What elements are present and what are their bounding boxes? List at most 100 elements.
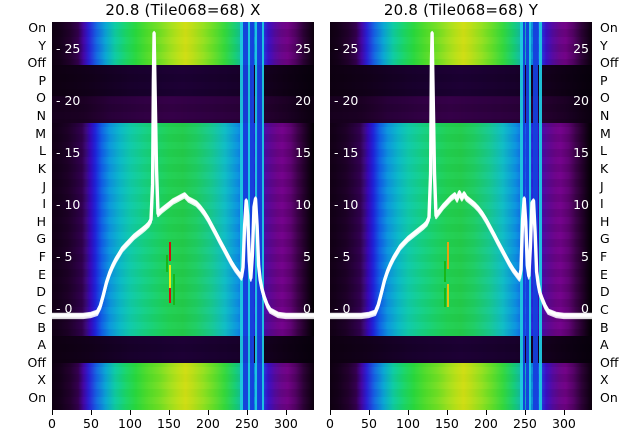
marker-flag bbox=[168, 265, 171, 291]
x-tick-label: 50 bbox=[361, 416, 377, 431]
heatmap-band bbox=[52, 122, 314, 337]
y-tick-label: - 0 bbox=[334, 301, 351, 316]
category-label-left-y: Y bbox=[38, 37, 46, 53]
y-tick-label-right: 15 bbox=[295, 145, 311, 160]
category-label-right-h: H bbox=[600, 213, 610, 229]
overlay-profile-curve bbox=[52, 30, 314, 320]
x-tick-mark bbox=[446, 410, 448, 415]
y-tick-label-right: 20 bbox=[573, 93, 589, 108]
profile-trace bbox=[52, 35, 314, 320]
x-tick-mark bbox=[285, 410, 287, 415]
y-tick-label: - 5 bbox=[56, 249, 73, 264]
category-label-right-g: G bbox=[600, 231, 610, 247]
category-label-left-h: H bbox=[36, 213, 46, 229]
profile-trace bbox=[330, 30, 592, 315]
heatmap-band bbox=[330, 95, 592, 123]
marker-flag bbox=[165, 254, 168, 272]
profile-trace bbox=[52, 30, 314, 315]
y-tick-label: - 5 bbox=[334, 249, 351, 264]
category-label-right-b: B bbox=[600, 319, 609, 335]
x-tick-label: 100 bbox=[118, 416, 142, 431]
heatmap-image bbox=[52, 22, 314, 410]
category-label-right-j: J bbox=[600, 178, 604, 194]
x-tick-label: 50 bbox=[83, 416, 99, 431]
x-tick-mark bbox=[485, 410, 487, 415]
category-label-left-on: On bbox=[28, 20, 46, 35]
category-label-left-m: M bbox=[35, 125, 46, 141]
y-tick-label: - 10 bbox=[334, 197, 359, 212]
category-label-left-l: L bbox=[39, 143, 46, 159]
heatmap-image bbox=[330, 22, 592, 410]
category-label-right-a: A bbox=[600, 337, 609, 353]
marker-flag bbox=[443, 261, 446, 282]
heatmap-panel-right[interactable]: - 0 - 5 - 10 - 15 - 20 - 25 0 5 10 15 20 25 bbox=[330, 22, 592, 410]
x-tick-mark bbox=[52, 410, 53, 415]
category-label-left-p: P bbox=[38, 72, 46, 88]
heatmap-band bbox=[330, 336, 592, 364]
category-label-right-y: Y bbox=[600, 37, 608, 53]
heatmap-band bbox=[52, 22, 314, 65]
x-tick-label: 200 bbox=[196, 416, 220, 431]
heatmap-band bbox=[330, 22, 592, 65]
category-label-left-x: X bbox=[37, 372, 46, 388]
category-label-left-i: I bbox=[42, 196, 46, 212]
category-label-left-j: J bbox=[42, 178, 46, 194]
y-tick-label-right: 25 bbox=[295, 41, 311, 56]
y-tick-label: - 25 bbox=[56, 41, 81, 56]
category-label-left-g: G bbox=[36, 231, 46, 247]
category-label-left-c: C bbox=[37, 301, 46, 317]
x-tick-mark bbox=[407, 410, 409, 415]
x-tick-label: 250 bbox=[235, 416, 259, 431]
category-label-right-p: P bbox=[600, 72, 608, 88]
heatmap-panel-left[interactable]: - 0 - 5 - 10 - 15 - 20 - 25 0 5 10 15 20 25 bbox=[52, 22, 314, 410]
x-axis-right: 0 50 100 150 200 250 300 bbox=[326, 410, 592, 440]
y-tick-label-right: 5 bbox=[581, 249, 589, 264]
profile-trace bbox=[330, 35, 592, 320]
x-axis-left: 0 50 100 150 200 250 300 bbox=[48, 410, 314, 440]
x-tick-mark bbox=[90, 410, 92, 415]
category-label-right-n: N bbox=[600, 108, 610, 124]
heatmap-row-texture bbox=[330, 22, 592, 410]
category-label-right-on: On bbox=[600, 20, 618, 35]
heatmap-band bbox=[330, 64, 592, 96]
heatmap-band bbox=[52, 95, 314, 123]
y-tick-label: - 15 bbox=[334, 145, 359, 160]
y-tick-label: - 15 bbox=[56, 145, 81, 160]
y-tick-label: - 10 bbox=[56, 197, 81, 212]
x-tick-mark bbox=[207, 410, 209, 415]
category-label-left-d: D bbox=[36, 284, 46, 300]
x-tick-label: 0 bbox=[48, 416, 56, 431]
heatmap-band bbox=[330, 122, 592, 337]
category-label-left-off: Off bbox=[27, 55, 46, 71]
y-tick-label-right: 5 bbox=[303, 249, 311, 264]
category-labels-right: On Y Off P O N M L K J I H G F E D C B A Off X On bbox=[596, 20, 640, 410]
category-label-left-on: On bbox=[28, 390, 46, 405]
category-label-left-k: K bbox=[37, 160, 46, 176]
category-label-left-b: B bbox=[37, 319, 46, 335]
y-tick-label-right: 10 bbox=[573, 197, 589, 212]
category-label-right-e: E bbox=[600, 266, 608, 282]
x-tick-label: 250 bbox=[513, 416, 537, 431]
category-label-right-m: M bbox=[600, 125, 611, 141]
marker-flag bbox=[168, 288, 171, 303]
category-label-right-i: I bbox=[600, 196, 604, 212]
profile-trace bbox=[52, 31, 314, 317]
x-tick-label: 300 bbox=[551, 416, 576, 431]
category-label-right-o: O bbox=[600, 90, 610, 106]
category-label-right-f: F bbox=[600, 249, 608, 265]
marker-flag bbox=[168, 242, 171, 262]
category-label-left-n: N bbox=[36, 108, 46, 124]
category-label-left-f: F bbox=[38, 249, 46, 265]
category-label-right-l: L bbox=[600, 143, 607, 159]
x-tick-mark bbox=[368, 410, 370, 415]
y-tick-label-right: 15 bbox=[573, 145, 589, 160]
marker-flag bbox=[443, 288, 446, 307]
x-tick-label: 150 bbox=[157, 416, 181, 431]
category-label-right-off: Off bbox=[600, 55, 619, 71]
profile-trace bbox=[330, 34, 592, 318]
heatmap-band bbox=[52, 64, 314, 96]
category-labels-left: On Y Off P O N M L K J I H G F E D C B A Off X On bbox=[2, 20, 48, 410]
heatmap-band bbox=[330, 363, 592, 410]
y-tick-label-right: 20 bbox=[295, 93, 311, 108]
category-label-right-on: On bbox=[600, 390, 618, 405]
